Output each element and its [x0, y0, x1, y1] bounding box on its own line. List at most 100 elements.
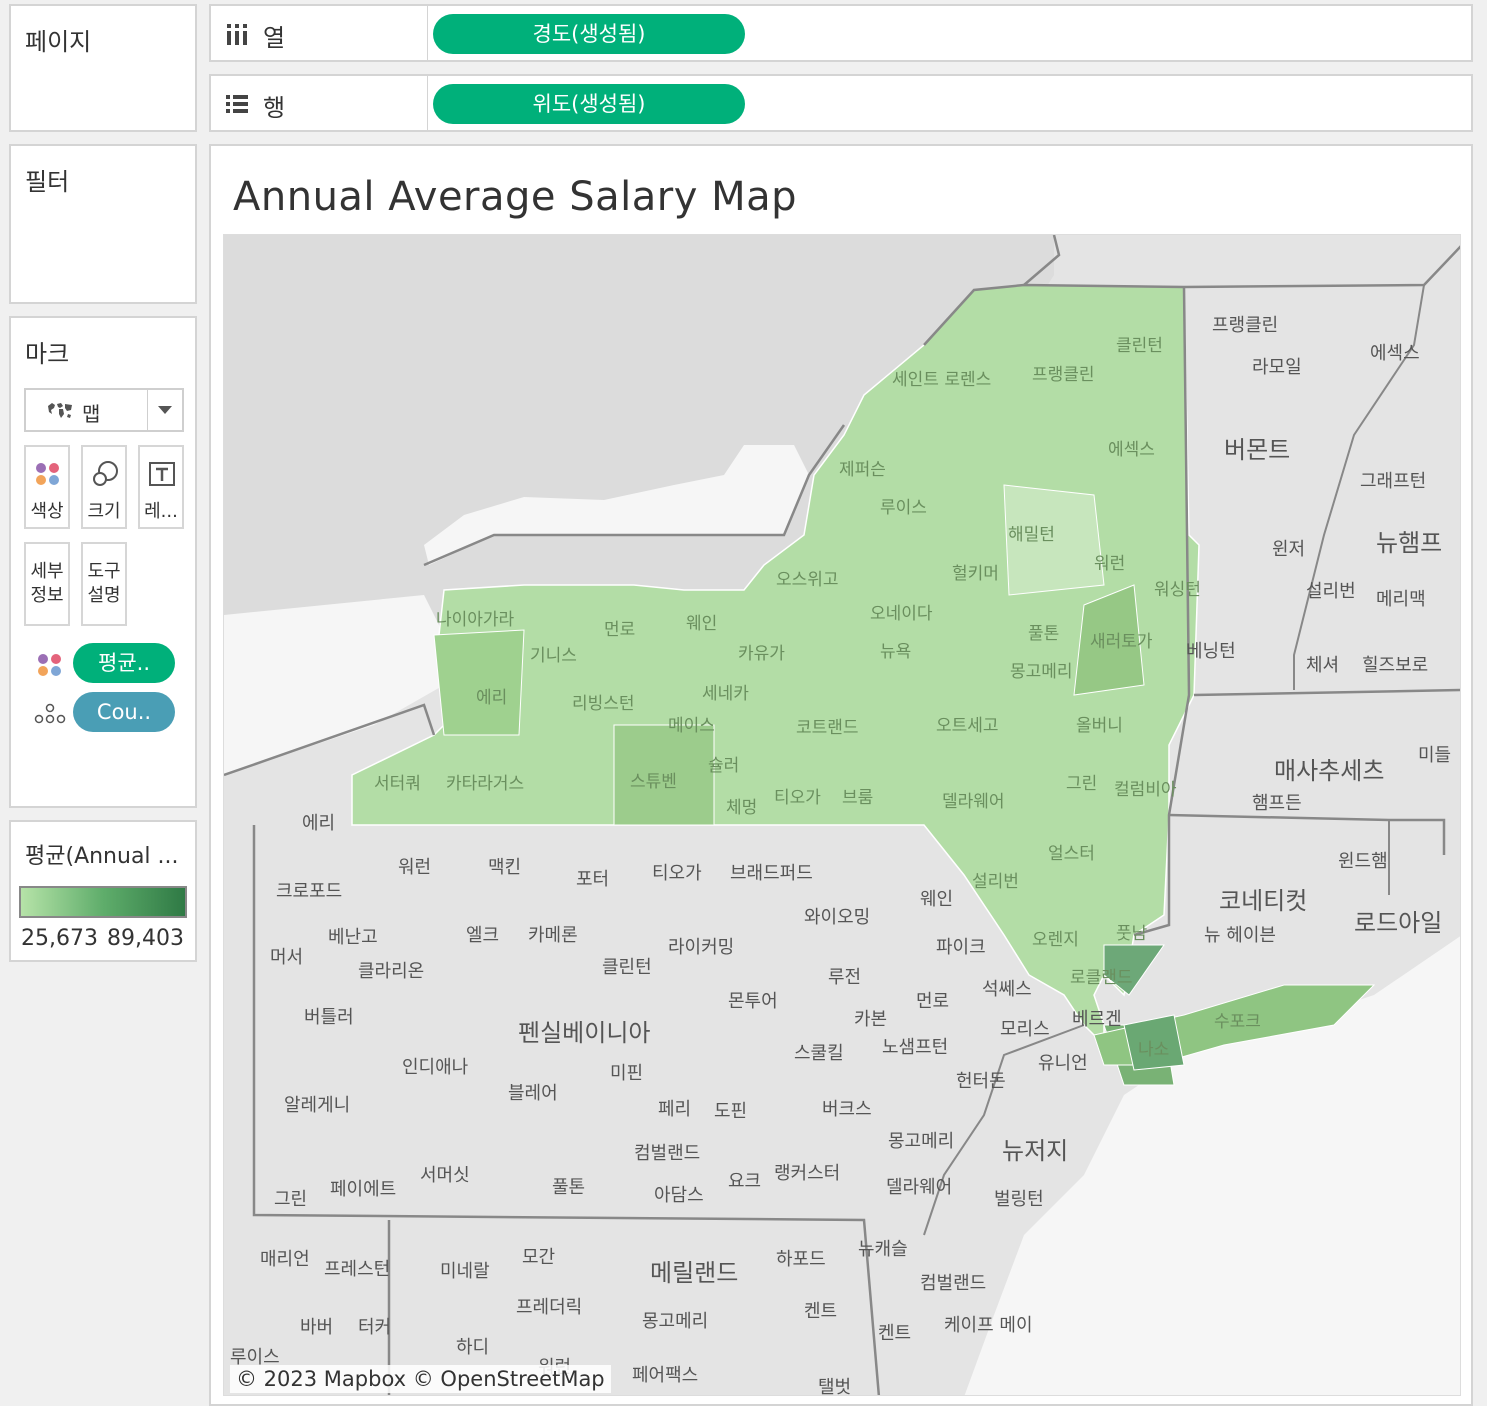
map-label-vermont: 버몬트 — [1224, 436, 1291, 464]
map-label: 그래프턴 — [1360, 471, 1427, 492]
county-label: 리빙스턴 — [572, 694, 635, 714]
rows-icon — [226, 95, 248, 113]
county-label: 카타라거스 — [446, 774, 525, 794]
latitude-pill[interactable]: 위도(생성됨) — [433, 84, 745, 124]
county-label: 워싱턴 — [1154, 580, 1201, 600]
map-attribution[interactable]: © 2023 Mapbox © OpenStreetMap — [230, 1365, 611, 1393]
color-dots-icon — [38, 654, 61, 676]
map-label: 블레어 — [508, 1083, 558, 1104]
map-label: 매리언 — [260, 1249, 310, 1270]
columns-icon — [227, 24, 247, 45]
legend-title: 평균(Annual ... — [25, 844, 179, 869]
map-label: 윈저 — [1272, 539, 1306, 560]
map-label: 파이크 — [936, 937, 986, 958]
county-label: 나이아가라 — [436, 610, 515, 630]
map-label-rhode-island: 로드아일 — [1354, 909, 1443, 937]
map-label: 체셔 — [1306, 655, 1340, 676]
map-label-maryland: 메릴랜드 — [650, 1259, 739, 1287]
map-label-new-hampshire: 뉴햄프 — [1376, 529, 1443, 557]
county-label: 오스위고 — [776, 570, 839, 590]
pages-shelf[interactable]: 페이지 — [9, 4, 197, 132]
visualization-area: Annual Average Salary Map — [209, 144, 1473, 1406]
pages-title: 페이지 — [25, 28, 92, 56]
map-label: 루전 — [828, 967, 862, 988]
size-card[interactable]: 크기 — [81, 445, 127, 529]
tooltip-card[interactable]: 도구 설명 — [81, 542, 127, 626]
map-label: 버크스 — [822, 1099, 872, 1120]
county-label: 기니스 — [530, 646, 577, 666]
county-label: 나소 — [1138, 1040, 1170, 1060]
map-view[interactable]: 버몬트 뉴햄프 매사추세츠 코네티컷 로드아일 펜실베이니아 뉴저지 메릴랜드 … — [223, 234, 1461, 1396]
county-label: 웨인 — [686, 614, 718, 634]
map-label: 웨인 — [920, 889, 954, 910]
chevron-down-icon[interactable] — [158, 406, 172, 414]
map-label: 브래드퍼드 — [730, 863, 813, 884]
avg-salary-color-pill[interactable]: 평균.. — [73, 643, 175, 683]
map-label: 하포드 — [776, 1249, 826, 1270]
detail-card[interactable]: 세부 정보 — [24, 542, 70, 626]
filters-shelf[interactable]: 필터 — [9, 144, 197, 304]
map-label: 몬투어 — [728, 991, 778, 1012]
size-card-label: 크기 — [87, 501, 121, 522]
map-label: 델라웨어 — [886, 1177, 953, 1198]
map-label: 그린 — [274, 1189, 308, 1210]
color-legend[interactable]: 평균(Annual ... 25,673 89,403 — [9, 820, 197, 962]
county-detail-pill[interactable]: Cou.. — [73, 692, 175, 732]
map-label: 힐즈보로 — [1362, 655, 1429, 676]
map-label: 서머싯 — [420, 1165, 470, 1186]
county-label: 에섹스 — [1108, 440, 1155, 460]
tooltip-label-1: 도구 — [87, 561, 121, 582]
rows-label: 행 — [263, 94, 286, 122]
columns-shelf[interactable]: 열 경도(생성됨) — [209, 4, 1473, 62]
label-card-label: 레... — [144, 501, 178, 522]
county-label: 코트랜드 — [796, 718, 859, 738]
map-label: 티오가 — [652, 863, 702, 884]
map-label: 메리맥 — [1376, 589, 1426, 610]
map-label: 클린턴 — [602, 957, 652, 978]
county-label: 풋남 — [1116, 924, 1148, 944]
map-label: 탤벗 — [818, 1377, 852, 1396]
county-label: 컬럼비아 — [1114, 780, 1177, 800]
map-label: 프레더릭 — [516, 1297, 583, 1318]
county-label: 얼스터 — [1048, 844, 1095, 864]
map-label: 라이커밍 — [668, 937, 735, 958]
map-label-new-jersey: 뉴저지 — [1002, 1137, 1069, 1165]
county-label: 카유가 — [738, 644, 785, 664]
mark-type-dropdown[interactable]: 맵 — [24, 388, 184, 432]
county-label: 루이스 — [880, 498, 927, 518]
map-label: 카본 — [854, 1009, 888, 1030]
rows-shelf[interactable]: 행 위도(생성됨) — [209, 74, 1473, 132]
map-label: 모리스 — [1000, 1019, 1050, 1040]
map-label: 유니언 — [1038, 1053, 1088, 1074]
map-label: 라모일 — [1252, 357, 1302, 378]
map-label: 알레게니 — [284, 1095, 351, 1116]
county-label: 워런 — [1094, 554, 1126, 574]
map-canvas[interactable] — [224, 235, 1461, 1396]
longitude-pill[interactable]: 경도(생성됨) — [433, 14, 745, 54]
map-label: 엘크 — [466, 925, 500, 946]
label-card[interactable]: 레... — [138, 445, 184, 529]
map-label: 프레스턴 — [324, 1259, 391, 1280]
county-label: 슐러 — [708, 756, 740, 776]
map-label: 베난고 — [328, 927, 378, 948]
county-label: 델라웨어 — [942, 792, 1005, 812]
map-label-massachusetts: 매사추세츠 — [1274, 757, 1385, 785]
county-label: 헐키머 — [952, 564, 999, 584]
county-label: 스튜벤 — [630, 772, 677, 792]
lake-erie — [224, 595, 444, 775]
map-label: 프랭클린 — [1212, 315, 1279, 336]
county-label: 에리 — [476, 688, 508, 708]
legend-min-value: 25,673 — [21, 926, 98, 951]
map-label: 포터 — [576, 869, 610, 890]
county-label: 설리번 — [972, 872, 1019, 892]
map-label: 페이에트 — [330, 1179, 397, 1200]
marks-card: 마크 맵 색상 크기 레... — [9, 316, 197, 808]
marks-title: 마크 — [25, 340, 70, 368]
county-label: 브룸 — [842, 788, 874, 808]
county-label: 클린턴 — [1116, 336, 1163, 356]
map-label: 에리 — [302, 813, 336, 834]
map-label: 헌터돈 — [956, 1071, 1006, 1092]
map-label: 컴벌랜드 — [634, 1143, 701, 1164]
map-label: 하디 — [456, 1337, 490, 1358]
color-card[interactable]: 색상 — [24, 445, 70, 529]
